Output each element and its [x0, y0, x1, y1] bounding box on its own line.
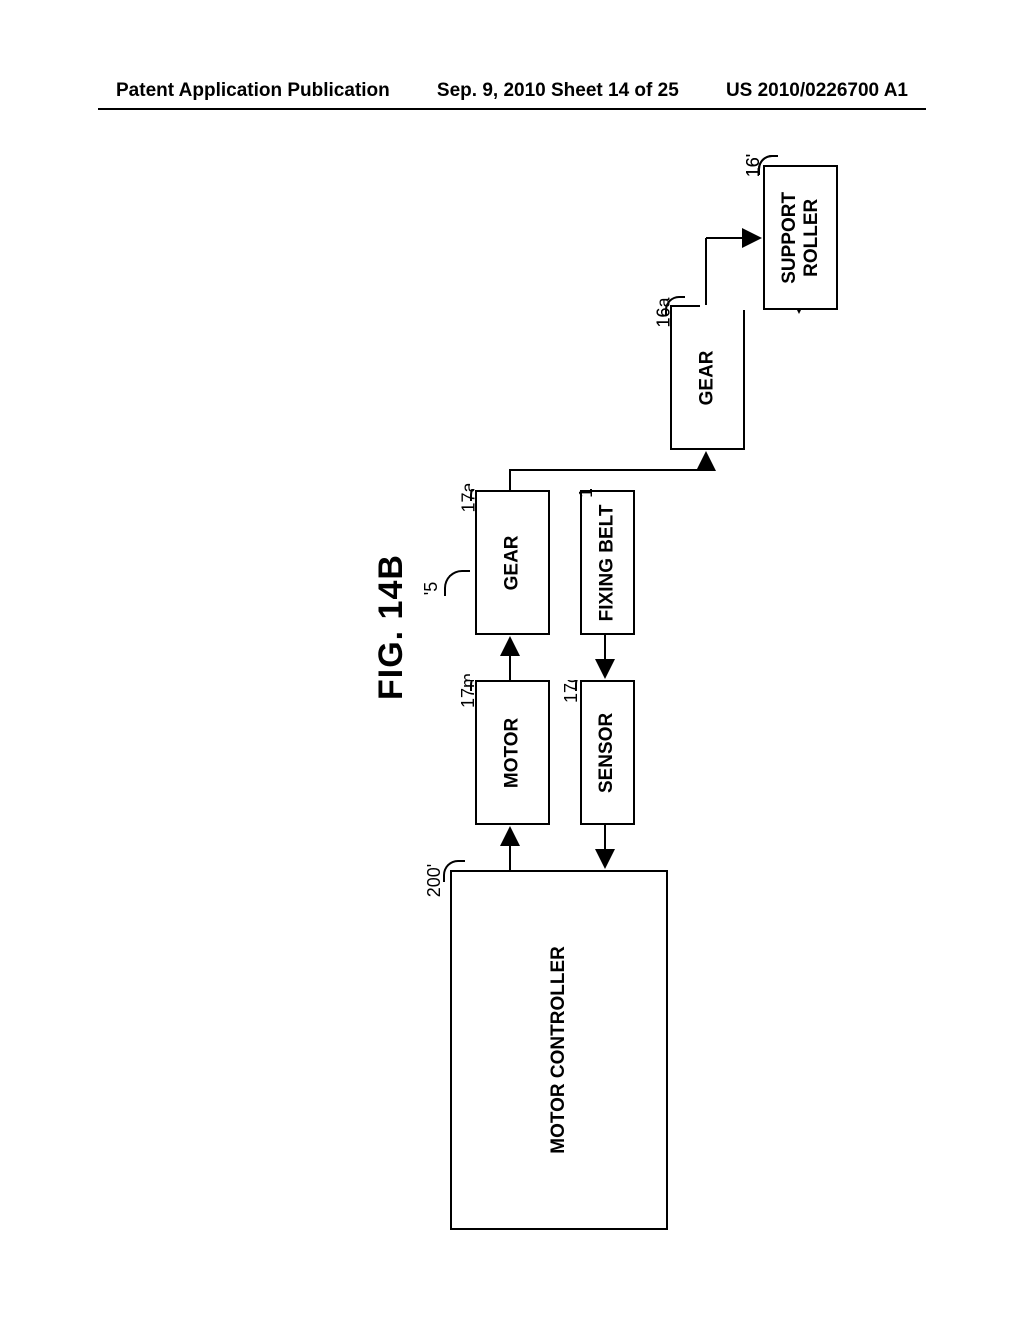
label-support-roller-final: SUPPORTROLLER	[779, 192, 823, 284]
arrow-gear-to-roller	[0, 0, 1024, 1320]
patent-page: Patent Application Publication Sep. 9, 2…	[0, 0, 1024, 1320]
box-support-roller-final: SUPPORTROLLER	[763, 165, 838, 310]
